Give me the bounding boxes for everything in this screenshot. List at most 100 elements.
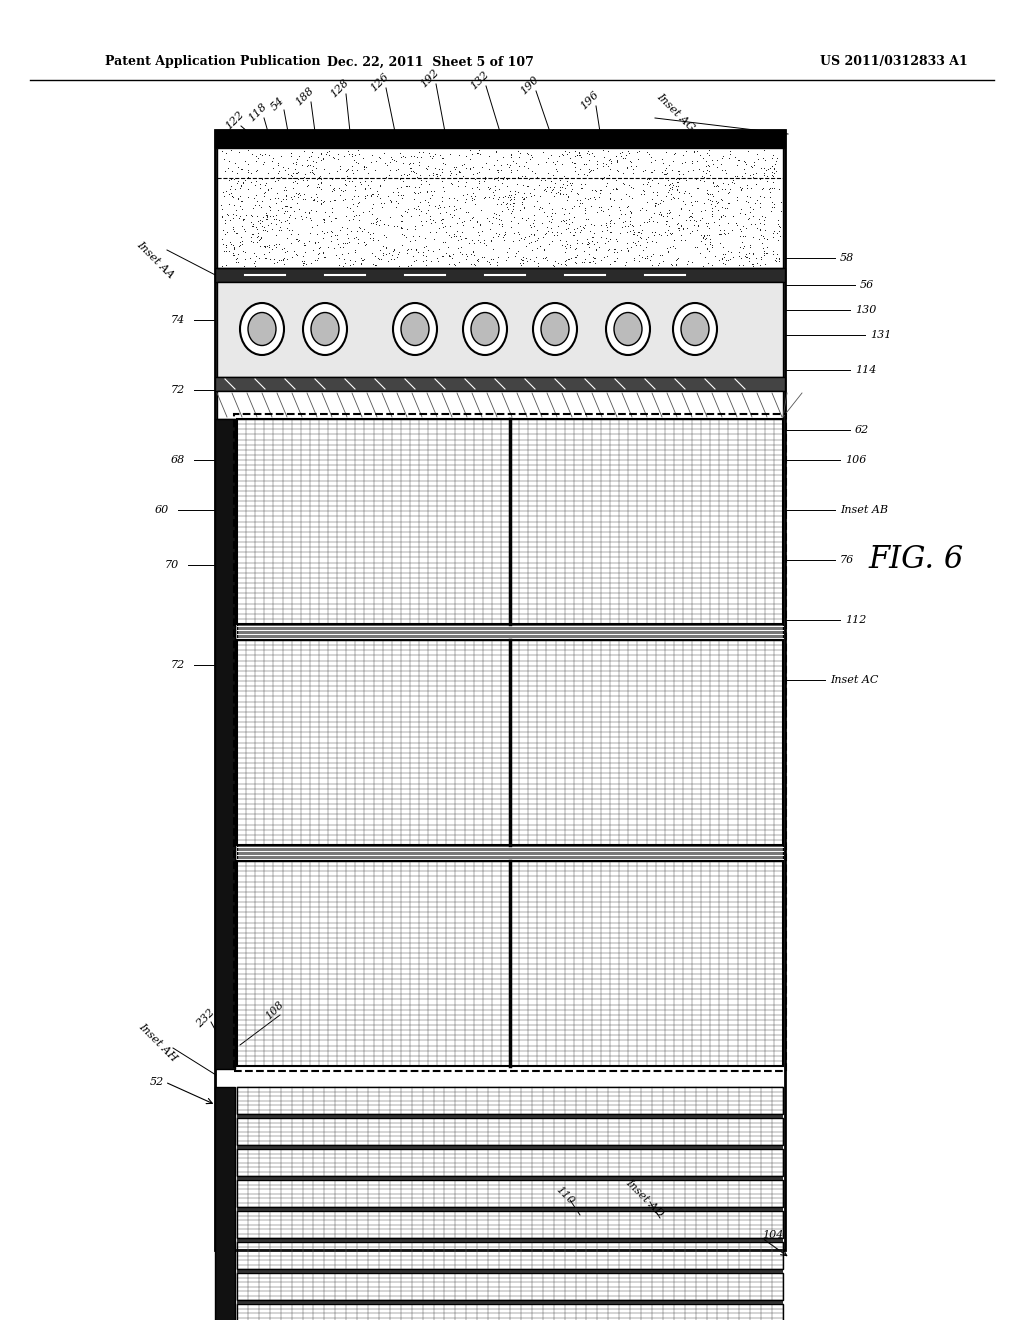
Point <box>710 199 726 220</box>
Point <box>653 224 670 246</box>
Point <box>443 227 460 248</box>
Point <box>530 252 547 273</box>
Point <box>481 158 498 180</box>
Point <box>552 210 568 231</box>
Point <box>566 156 583 177</box>
Point <box>350 193 367 214</box>
Point <box>433 148 450 169</box>
Point <box>344 144 360 165</box>
Point <box>228 252 245 273</box>
Point <box>689 150 706 172</box>
Point <box>451 207 467 228</box>
Point <box>446 158 463 180</box>
Point <box>237 220 253 242</box>
Point <box>563 152 580 173</box>
Point <box>725 206 741 227</box>
Point <box>280 157 296 178</box>
Point <box>507 152 523 173</box>
Point <box>496 226 512 247</box>
Point <box>285 220 301 242</box>
Point <box>218 255 234 276</box>
Point <box>290 187 306 209</box>
Point <box>368 150 384 172</box>
Point <box>560 202 577 223</box>
Point <box>670 172 686 193</box>
Point <box>388 191 404 213</box>
Point <box>218 236 234 257</box>
Point <box>564 197 581 218</box>
Point <box>427 157 443 178</box>
Point <box>575 153 592 174</box>
Point <box>427 195 443 216</box>
Point <box>626 220 642 242</box>
Point <box>526 162 543 183</box>
Point <box>309 174 326 195</box>
Point <box>525 205 542 226</box>
Point <box>646 224 663 246</box>
Point <box>261 144 278 165</box>
Point <box>299 154 315 176</box>
Point <box>731 236 748 257</box>
Point <box>245 215 261 236</box>
Point <box>456 214 472 235</box>
Point <box>598 213 614 234</box>
Text: 131: 131 <box>870 330 891 341</box>
Text: 68: 68 <box>171 455 185 465</box>
Point <box>765 223 781 244</box>
Point <box>296 166 312 187</box>
Point <box>249 231 265 252</box>
Point <box>716 219 732 240</box>
Text: 190: 190 <box>519 74 541 96</box>
Point <box>756 214 772 235</box>
Point <box>356 231 373 252</box>
Point <box>756 240 772 261</box>
Point <box>355 156 372 177</box>
Point <box>705 172 721 193</box>
Point <box>428 222 444 243</box>
Point <box>312 193 329 214</box>
Point <box>511 223 527 244</box>
Point <box>664 178 680 199</box>
Point <box>546 185 562 206</box>
Point <box>745 154 762 176</box>
Point <box>452 251 468 272</box>
Point <box>316 158 333 180</box>
Point <box>545 164 561 185</box>
Point <box>347 242 364 263</box>
Point <box>584 226 600 247</box>
Point <box>217 160 233 181</box>
Point <box>342 249 358 271</box>
Point <box>579 234 595 255</box>
Point <box>281 206 297 227</box>
Point <box>279 195 295 216</box>
Point <box>639 172 655 193</box>
Point <box>476 247 493 268</box>
Point <box>764 154 780 176</box>
Point <box>609 150 626 172</box>
Point <box>308 215 325 236</box>
Point <box>560 185 577 206</box>
Point <box>594 220 610 242</box>
Point <box>600 140 616 161</box>
Point <box>752 193 768 214</box>
Point <box>689 177 706 198</box>
Point <box>593 197 609 218</box>
Point <box>613 216 630 238</box>
Point <box>218 240 234 261</box>
Point <box>674 152 690 173</box>
Point <box>737 153 754 174</box>
Text: 108: 108 <box>264 999 286 1022</box>
Point <box>481 253 498 275</box>
Point <box>496 191 512 213</box>
Point <box>418 235 434 256</box>
Point <box>771 220 787 242</box>
Point <box>549 224 565 246</box>
Point <box>567 238 584 259</box>
Point <box>599 246 615 267</box>
Point <box>324 198 340 219</box>
Point <box>609 231 626 252</box>
Point <box>392 143 409 164</box>
Point <box>567 222 584 243</box>
Point <box>675 219 691 240</box>
Point <box>501 185 517 206</box>
